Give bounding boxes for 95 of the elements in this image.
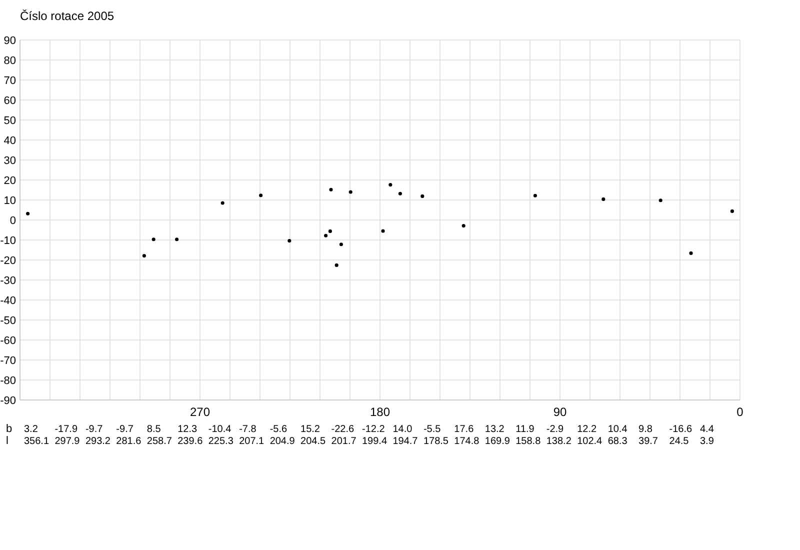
text: 10.4 <box>608 424 628 435</box>
text: 4.4 <box>700 424 714 435</box>
text: 169.9 <box>484 436 510 447</box>
text: 293.2 <box>85 436 111 447</box>
point <box>533 194 537 198</box>
text: 201.7 <box>331 436 357 447</box>
y-tick-label: -40 <box>0 294 16 307</box>
x-tick-label: 180 <box>370 405 390 419</box>
y-tick-label: -90 <box>0 394 16 407</box>
text: 204.9 <box>270 436 296 447</box>
y-tick-label: 90 <box>4 34 16 47</box>
text: b <box>6 423 12 435</box>
point <box>398 192 402 196</box>
text: 258.7 <box>146 436 172 447</box>
text: 199.4 <box>362 436 388 447</box>
text: 3.9 <box>700 436 714 447</box>
y-tick-label: 10 <box>4 194 16 207</box>
y-tick-label: 60 <box>4 94 16 107</box>
y-tick-label: 50 <box>4 114 16 127</box>
y-tick-label: 20 <box>4 174 16 187</box>
y-tick-label: 80 <box>4 54 16 67</box>
y-tick-label: -50 <box>0 314 16 327</box>
text: -10.4 <box>208 424 232 435</box>
text: 14.0 <box>392 424 413 435</box>
text: 3.2 <box>24 424 38 435</box>
y-tick-label: -20 <box>0 254 16 267</box>
text: -7.8 <box>239 424 257 435</box>
x-tick-label: 0 <box>736 405 744 419</box>
point <box>381 229 385 233</box>
text: 158.8 <box>516 436 542 447</box>
text: 174.8 <box>454 436 480 447</box>
y-tick-label: 70 <box>4 74 16 87</box>
point <box>462 224 466 228</box>
point <box>730 209 734 213</box>
point <box>220 201 224 205</box>
text: 39.7 <box>638 436 658 447</box>
text: 297.9 <box>54 436 80 447</box>
text: 207.1 <box>239 436 265 447</box>
text: 15.2 <box>300 424 320 435</box>
x-tick-label: 270 <box>190 405 210 419</box>
text: 194.7 <box>392 436 418 447</box>
y-tick-label: 0 <box>10 214 16 227</box>
y-tick-label: -70 <box>0 354 16 367</box>
point <box>339 242 343 246</box>
text: 8.5 <box>146 424 162 435</box>
text: -5.5 <box>423 424 442 435</box>
text: -12.2 <box>362 424 386 435</box>
text: l <box>6 435 8 447</box>
text: 204.5 <box>300 436 326 447</box>
text: 68.3 <box>608 436 628 447</box>
y-tick-label: -60 <box>0 334 16 347</box>
chart-title: Číslo rotace 2005 <box>20 9 114 23</box>
point <box>420 194 424 198</box>
point <box>26 212 30 216</box>
y-tick-label: -10 <box>0 234 16 247</box>
point <box>152 238 156 242</box>
y-tick-label: 30 <box>4 154 16 167</box>
text: -22.6 <box>331 424 355 435</box>
text: 17.6 <box>454 424 474 435</box>
text: 24.5 <box>669 436 690 447</box>
point <box>689 251 693 255</box>
point <box>324 234 328 238</box>
point <box>259 194 263 198</box>
point <box>175 238 179 242</box>
point <box>348 190 352 194</box>
text: 12.2 <box>577 424 597 435</box>
y-tick-label: -80 <box>0 374 16 387</box>
y-tick-label: 40 <box>4 134 16 147</box>
text: -9.7 <box>116 424 134 435</box>
text: -5.6 <box>270 424 288 435</box>
text: -9.7 <box>85 424 104 435</box>
text: 138.2 <box>546 436 572 447</box>
point <box>602 197 606 201</box>
text: 178.5 <box>423 436 449 447</box>
point <box>329 188 333 192</box>
text: 9.8 <box>638 424 653 435</box>
text: 356.1 <box>24 436 50 447</box>
point <box>334 263 338 267</box>
text: 102.4 <box>577 436 603 447</box>
point <box>388 183 392 187</box>
text: 239.6 <box>178 436 204 447</box>
text: 13.2 <box>484 424 505 435</box>
text: 12.3 <box>178 424 198 435</box>
point <box>142 254 146 258</box>
point <box>288 239 292 243</box>
text: -2.9 <box>546 424 564 435</box>
x-tick-label: 90 <box>553 405 567 419</box>
point <box>328 229 332 233</box>
text: 11.9 <box>516 424 535 435</box>
text: -17.9 <box>54 424 78 435</box>
point <box>658 198 662 202</box>
y-tick-label: -30 <box>0 274 16 287</box>
text: 225.3 <box>208 436 234 447</box>
text: -16.6 <box>669 424 693 435</box>
text: 281.6 <box>116 436 142 447</box>
